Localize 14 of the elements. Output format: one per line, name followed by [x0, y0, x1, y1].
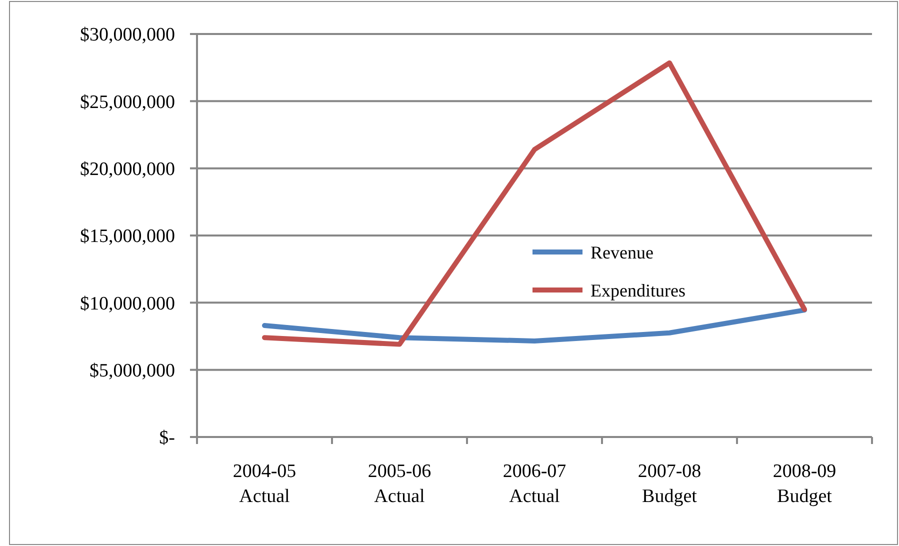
y-tick-label: $- — [159, 428, 175, 449]
x-tick-label: 2005-06 Actual — [368, 461, 432, 507]
legend-label: Revenue — [590, 242, 654, 262]
x-tick-label: 2004-05 Actual — [232, 461, 296, 507]
y-tick-label: $15,000,000 — [80, 226, 175, 248]
x-tick-label: 2008-09 Budget — [772, 461, 836, 507]
x-tick-label: 2007-08 Budget — [638, 461, 702, 507]
y-tick-label: $30,000,000 — [80, 24, 175, 46]
y-tick-label: $10,000,000 — [80, 293, 175, 314]
y-tick-label: $25,000,000 — [80, 92, 175, 113]
x-tick-label: 2006-07 Actual — [502, 461, 566, 507]
legend-label: Expenditures — [590, 280, 686, 300]
y-tick-label: $20,000,000 — [80, 158, 175, 180]
y-tick-label: $5,000,000 — [90, 360, 175, 382]
